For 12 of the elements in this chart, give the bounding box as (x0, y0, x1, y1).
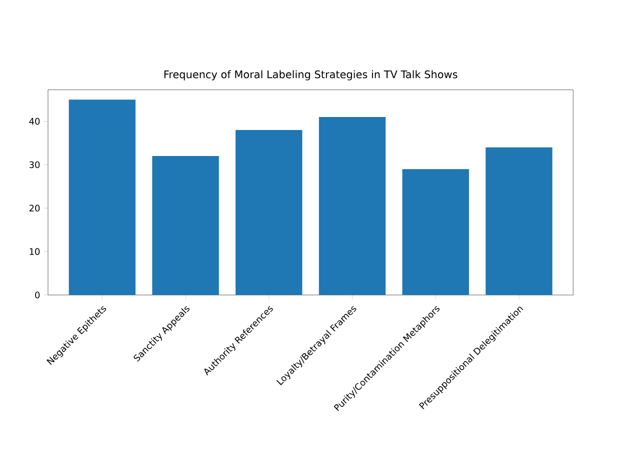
y-tick-label: 30 (30, 161, 40, 168)
y-tick-label: 10 (30, 248, 40, 255)
y-tick-label: 20 (29, 204, 40, 212)
bar (486, 147, 552, 295)
bar (402, 169, 469, 295)
bar (152, 156, 219, 295)
bar (318, 116, 386, 295)
chart-title: Frequency of Moral Labeling Strategies in TV Talk Shows (164, 70, 458, 80)
y-tick-label: 40 (29, 118, 40, 125)
y-tick-label: 0 (35, 292, 40, 298)
bar (236, 130, 302, 295)
bar (68, 100, 136, 295)
